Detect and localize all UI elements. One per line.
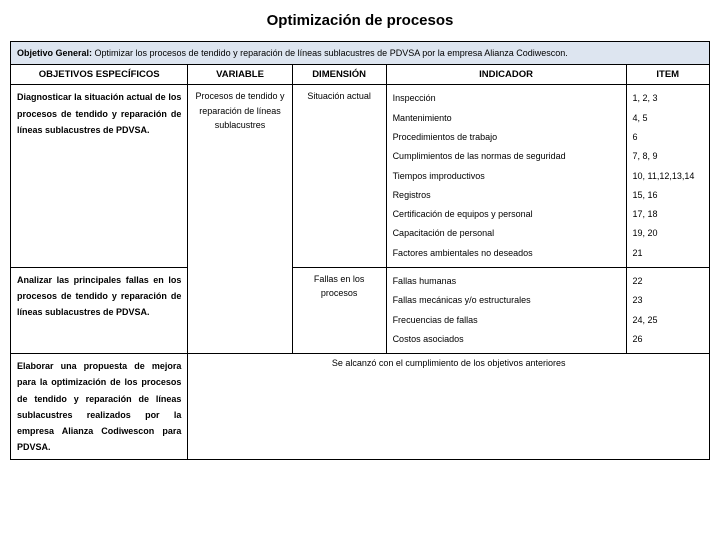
col-objetivos: OBJETIVOS ESPECÍFICOS <box>11 65 188 85</box>
items-1: 1, 2, 3 4, 5 6 7, 8, 9 10, 11,12,13,14 1… <box>626 85 709 268</box>
indicator-item: Mantenimiento <box>393 109 620 128</box>
indicator-item: Cumplimientos de las normas de seguridad <box>393 147 620 166</box>
indicator-item: Fallas mecánicas y/o estructurales <box>393 291 620 310</box>
col-indicador: INDICADOR <box>386 65 626 85</box>
indicator-item: Costos asociados <box>393 330 620 349</box>
cumplimiento-text: Se alcanzó con el cumplimiento de los ob… <box>188 354 710 460</box>
item-value: 4, 5 <box>633 109 703 128</box>
item-value: 6 <box>633 128 703 147</box>
item-value: 17, 18 <box>633 205 703 224</box>
indicator-item: Certificación de equipos y personal <box>393 205 620 224</box>
objetivo-2: Analizar las principales fallas en los p… <box>11 268 188 354</box>
indicator-item: Procedimientos de trabajo <box>393 128 620 147</box>
item-value: 24, 25 <box>633 311 703 330</box>
item-value: 23 <box>633 291 703 310</box>
indicadores-1: Inspección Mantenimiento Procedimientos … <box>386 85 626 268</box>
indicator-item: Tiempos improductivos <box>393 167 620 186</box>
item-value: 7, 8, 9 <box>633 147 703 166</box>
dimension-1: Situación actual <box>292 85 386 268</box>
indicator-item: Registros <box>393 186 620 205</box>
item-value: 10, 11,12,13,14 <box>633 167 703 186</box>
items-2: 22 23 24, 25 26 <box>626 268 709 354</box>
objetivo-general-text: Optimizar los procesos de tendido y repa… <box>92 48 568 58</box>
objetivo-3: Elaborar una propuesta de mejora para la… <box>11 354 188 460</box>
column-headers-row: OBJETIVOS ESPECÍFICOS VARIABLE DIMENSIÓN… <box>11 65 710 85</box>
item-value: 21 <box>633 244 703 263</box>
item-value: 26 <box>633 330 703 349</box>
col-variable: VARIABLE <box>188 65 292 85</box>
col-item: ITEM <box>626 65 709 85</box>
page-title: Optimización de procesos <box>0 0 720 37</box>
objetivo-general-label: Objetivo General: <box>17 48 92 58</box>
indicator-item: Factores ambientales no deseados <box>393 244 620 263</box>
objetivo-general-cell: Objetivo General: Optimizar los procesos… <box>11 42 710 65</box>
table-row: Elaborar una propuesta de mejora para la… <box>11 354 710 460</box>
item-value: 1, 2, 3 <box>633 89 703 108</box>
indicator-item: Frecuencias de fallas <box>393 311 620 330</box>
item-value: 22 <box>633 272 703 291</box>
dimension-2: Fallas en los procesos <box>292 268 386 354</box>
operationalization-table: Objetivo General: Optimizar los procesos… <box>10 41 710 460</box>
indicadores-2: Fallas humanas Fallas mecánicas y/o estr… <box>386 268 626 354</box>
indicator-item: Capacitación de personal <box>393 224 620 243</box>
indicator-item: Fallas humanas <box>393 272 620 291</box>
objetivo-1: Diagnosticar la situación actual de los … <box>11 85 188 268</box>
variable-cell: Procesos de tendido y reparación de líne… <box>188 85 292 354</box>
table-row: Analizar las principales fallas en los p… <box>11 268 710 354</box>
item-value: 19, 20 <box>633 224 703 243</box>
objetivo-general-row: Objetivo General: Optimizar los procesos… <box>11 42 710 65</box>
indicator-item: Inspección <box>393 89 620 108</box>
item-value: 15, 16 <box>633 186 703 205</box>
col-dimension: DIMENSIÓN <box>292 65 386 85</box>
table-row: Diagnosticar la situación actual de los … <box>11 85 710 268</box>
